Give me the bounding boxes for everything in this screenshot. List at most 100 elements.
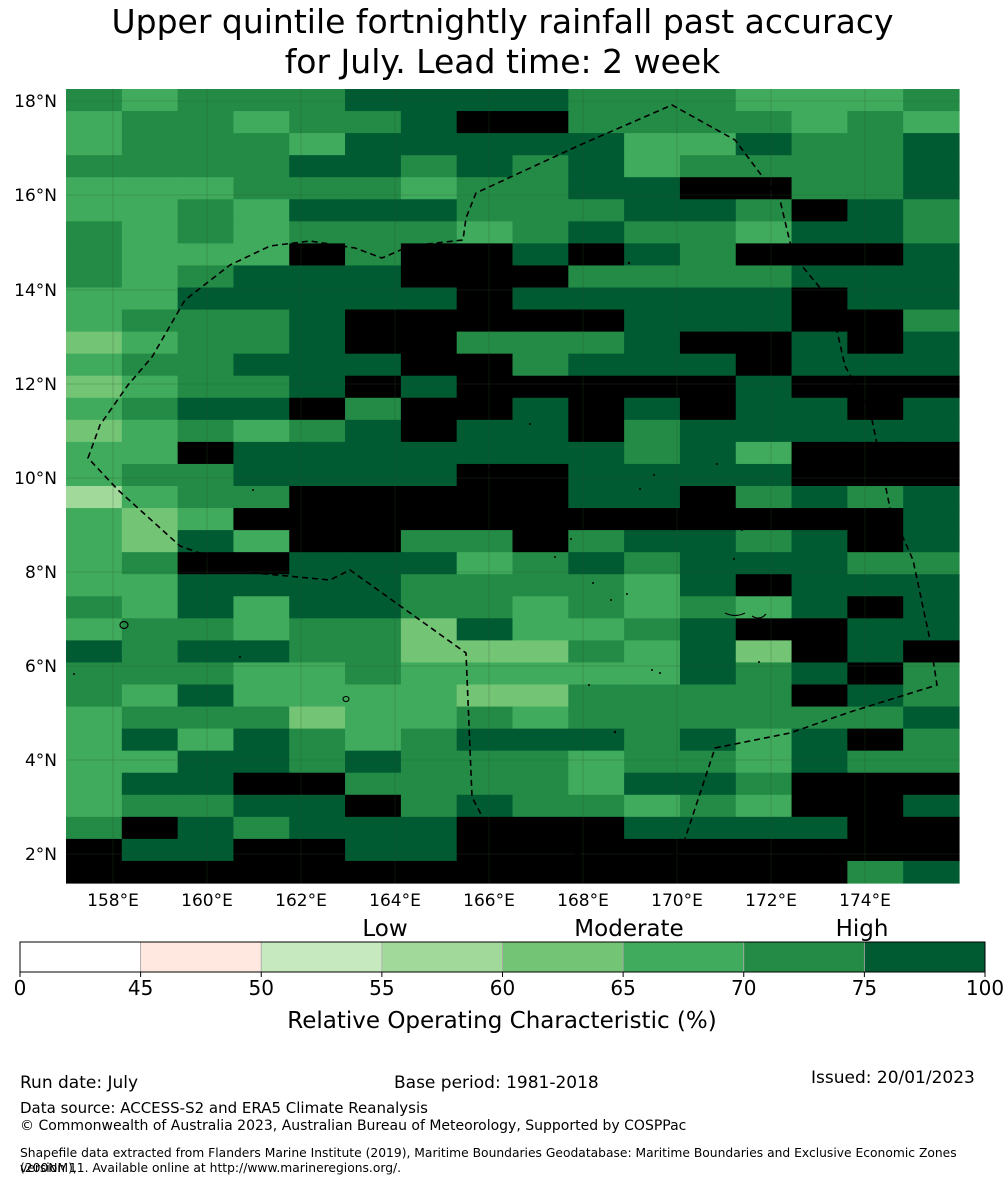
grid-cell — [345, 463, 402, 487]
latitude-label: 16°N — [14, 186, 57, 206]
grid-cell — [233, 441, 290, 465]
grid-cell — [847, 89, 904, 112]
grid-cell — [735, 750, 793, 774]
grid-cell — [735, 640, 793, 664]
grid-cell — [512, 508, 569, 531]
grid-cell — [456, 794, 514, 818]
grid-cell — [847, 441, 904, 465]
island — [592, 582, 594, 584]
grid-cell — [624, 574, 681, 597]
grid-cell — [177, 574, 235, 597]
grid-cell — [903, 353, 960, 377]
grid-cell — [233, 419, 290, 443]
grid-cell — [679, 89, 737, 112]
grid-cell — [512, 111, 569, 134]
grid-cell — [121, 397, 179, 421]
grid-cell — [289, 794, 346, 818]
grid-cell — [289, 662, 346, 686]
grid-cell — [289, 221, 346, 244]
grid-cell — [456, 508, 514, 531]
grid-cell — [903, 728, 960, 752]
eez-boundary — [87, 104, 938, 866]
grid-cell — [568, 596, 625, 619]
grid-cell — [903, 309, 960, 333]
grid-cell — [679, 133, 737, 156]
grid-cell — [345, 508, 402, 531]
island — [529, 423, 531, 425]
island — [488, 469, 490, 471]
grid-cell — [791, 375, 848, 399]
grid-cell — [233, 177, 290, 200]
grid-cell — [121, 111, 179, 134]
grid-cell — [345, 706, 402, 730]
grid-cell — [791, 684, 848, 708]
grid-cell — [735, 486, 793, 509]
grid-cell — [791, 728, 848, 752]
grid-cell — [345, 89, 402, 112]
grid-cell — [735, 221, 793, 244]
grid-cell — [847, 199, 904, 222]
grid-cell — [679, 265, 737, 289]
grid-cell — [233, 486, 290, 509]
colorbar-tick-label: 100 — [966, 976, 1004, 1000]
island — [659, 672, 661, 674]
grid-cell — [903, 397, 960, 421]
island — [464, 402, 466, 404]
grid-cell — [568, 309, 625, 333]
grid-cell — [679, 684, 737, 708]
colorbar-segment — [502, 941, 624, 973]
grid-cell — [679, 199, 737, 222]
grid-cell — [233, 199, 290, 222]
grid-cell — [121, 772, 179, 796]
grid-cell — [400, 375, 458, 399]
grid-cell — [121, 816, 179, 840]
grid-cell — [345, 375, 402, 399]
grid-cell — [233, 794, 290, 818]
latitude-label: 8°N — [25, 563, 57, 583]
grid-cell — [121, 177, 179, 200]
grid-cell — [624, 111, 681, 134]
grid-cell — [177, 287, 235, 311]
grid-cell — [903, 463, 960, 487]
grid-cell — [847, 111, 904, 134]
grid-cell — [568, 199, 625, 222]
grid-cell — [121, 574, 179, 597]
grid-cell — [289, 574, 346, 597]
island-coastlines — [73, 261, 831, 879]
island — [751, 613, 767, 619]
grid-cell — [512, 155, 569, 178]
grid-cell — [847, 728, 904, 752]
grid-cell — [791, 89, 848, 112]
grid-cell — [512, 728, 569, 752]
grid-cell — [903, 596, 960, 619]
grid-cell — [791, 596, 848, 619]
grid-cell — [847, 243, 904, 267]
grid-cell — [791, 772, 848, 796]
grid-cell — [568, 397, 625, 421]
longitude-label: 172°E — [745, 891, 797, 911]
grid-cell — [345, 860, 402, 884]
grid-cell — [121, 331, 179, 355]
grid-cell — [903, 816, 960, 840]
grid-cell — [345, 662, 402, 686]
grid-cell — [66, 530, 123, 553]
grid-cell — [289, 860, 346, 884]
grid-cell — [121, 199, 179, 222]
grid-cell — [400, 618, 458, 641]
grid-cell — [679, 397, 737, 421]
grid-cell — [624, 816, 681, 840]
grid-cell — [121, 375, 179, 399]
grid-cell — [121, 640, 179, 664]
grid-cell — [177, 508, 235, 531]
grid-cell — [121, 89, 179, 112]
grid-cell — [735, 265, 793, 289]
longitude-label: 174°E — [839, 891, 891, 911]
grid-cell — [345, 816, 402, 840]
rainfall-accuracy-grid — [66, 89, 960, 884]
grid-cell — [568, 728, 625, 752]
grid-cell — [345, 221, 402, 244]
grid-cell — [791, 706, 848, 730]
grid-cell — [289, 816, 346, 840]
grid-cell — [624, 596, 681, 619]
grid-cell — [456, 574, 514, 597]
